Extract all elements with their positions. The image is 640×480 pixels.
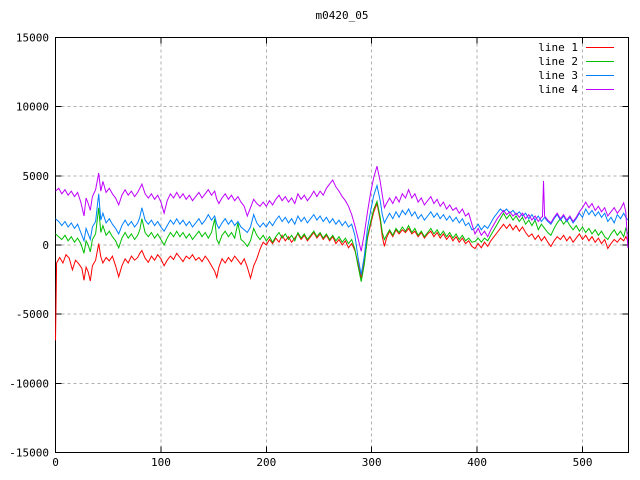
chart-title: m0420_05	[315, 9, 369, 22]
series-2-line	[55, 199, 629, 282]
y-tick-label: -5000	[16, 308, 49, 321]
series-3-line	[55, 183, 629, 275]
legend-line-sample	[586, 74, 614, 76]
legend-line-sample	[586, 60, 614, 62]
legend-line-sample	[586, 46, 614, 48]
plot-border	[55, 37, 629, 453]
x-tick-label: 200	[256, 456, 276, 469]
legend-entry: line 4	[538, 82, 614, 96]
legend: line 1 line 2 line 3 line 4	[538, 40, 614, 96]
legend-line-sample	[586, 88, 614, 90]
legend-entry: line 3	[538, 68, 614, 82]
y-tick-label: 10000	[16, 101, 49, 114]
legend-entry: line 2	[538, 54, 614, 68]
y-tick-label: 0	[42, 239, 49, 252]
legend-entry: line 1	[538, 40, 614, 54]
x-tick-label: 0	[52, 456, 59, 469]
y-tick-label: -15000	[9, 447, 49, 460]
y-tick-label: 15000	[16, 32, 49, 45]
x-tick-label: 300	[362, 456, 382, 469]
series-1-line	[55, 201, 629, 341]
y-tick-label: 5000	[23, 170, 50, 183]
y-tick-label: -10000	[9, 377, 49, 390]
x-tick-label: 500	[573, 456, 593, 469]
legend-label: line 4	[538, 82, 578, 96]
x-tick-label: 100	[151, 456, 171, 469]
legend-label: line 2	[538, 54, 578, 68]
legend-label: line 1	[538, 40, 578, 54]
x-tick-label: 400	[467, 456, 487, 469]
series-4-line	[55, 166, 629, 252]
legend-label: line 3	[538, 68, 578, 82]
